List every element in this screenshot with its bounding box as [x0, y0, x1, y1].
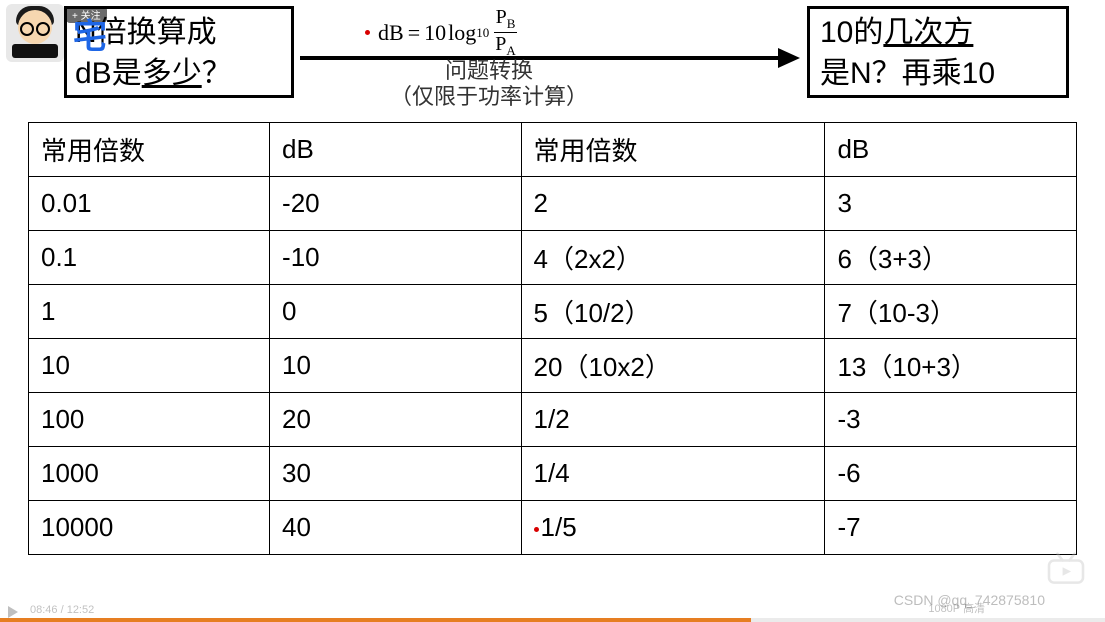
table-cell: 6（3+3）	[825, 231, 1077, 285]
table-row: 0.01-2023	[29, 177, 1077, 231]
left-box-line1: N倍换算成	[75, 13, 283, 54]
caption-line1: 问题转换	[390, 58, 588, 84]
table-cell: 2	[521, 177, 825, 231]
table-cell: -7	[825, 501, 1077, 555]
left-line2-suffix: ？	[202, 57, 232, 90]
arrow-caption: 问题转换 （仅限于功率计算）	[390, 58, 588, 111]
question-box-left: 宅 N倍换算成 dB是多少？	[64, 6, 294, 98]
formula-coeff: 10	[424, 20, 446, 46]
left-line2-underlined: 多少	[142, 57, 202, 90]
th-2: 常用倍数	[521, 123, 825, 177]
th-3: dB	[825, 123, 1077, 177]
table-cell: 0	[270, 285, 522, 339]
table-cell: 10000	[29, 501, 270, 555]
caption-line2: （仅限于功率计算）	[390, 84, 588, 110]
right-line1-underlined: 几次方	[883, 16, 973, 49]
left-line2-prefix: dB是	[75, 57, 142, 90]
table-cell: 10	[29, 339, 270, 393]
formula-log-base: 10	[476, 25, 489, 41]
avatar[interactable]	[6, 4, 64, 62]
formula-lhs: dB	[378, 20, 404, 46]
video-progress-filled	[0, 618, 751, 622]
video-quality[interactable]: 1080P 高清	[928, 600, 985, 616]
table-cell: 20（10x2）	[521, 339, 825, 393]
table-cell: 5（10/2）	[521, 285, 825, 339]
avatar-device	[12, 44, 58, 58]
table-cell: 20	[270, 393, 522, 447]
table-row: 101020（10x2）13（10+3）	[29, 339, 1077, 393]
table-cell: 10	[270, 339, 522, 393]
table-row: 1000301/4-6	[29, 447, 1077, 501]
header-region: + 关注 宅 N倍换算成 dB是多少？ dB = 10 log10 PB PA …	[0, 0, 1105, 115]
conversion-table-wrap: 常用倍数 dB 常用倍数 dB 0.01-20230.1-104（2x2）6（3…	[28, 122, 1077, 555]
table-row: 105（10/2）7（10-3）	[29, 285, 1077, 339]
conversion-table: 常用倍数 dB 常用倍数 dB 0.01-20230.1-104（2x2）6（3…	[28, 122, 1077, 555]
formula-numerator: PB	[494, 6, 518, 33]
table-cell: 13（10+3）	[825, 339, 1077, 393]
table-cell: 1000	[29, 447, 270, 501]
bullet-icon	[365, 30, 370, 35]
table-cell: 4（2x2）	[521, 231, 825, 285]
table-cell: 40	[270, 501, 522, 555]
bilibili-tv-icon[interactable]	[1045, 552, 1087, 586]
formula-log: log	[448, 20, 476, 46]
table-cell: 30	[270, 447, 522, 501]
right-box-line1: 10的几次方	[820, 13, 1056, 54]
table-cell: -10	[270, 231, 522, 285]
table-cell: 100	[29, 393, 270, 447]
right-line1-prefix: 10的	[820, 16, 883, 49]
table-cell: -6	[825, 447, 1077, 501]
formula-eq: =	[408, 20, 420, 46]
table-cell: 1/5	[521, 501, 825, 555]
table-cell: 0.01	[29, 177, 270, 231]
table-cell: 1/2	[521, 393, 825, 447]
avatar-glasses-icon	[20, 22, 50, 32]
question-box-right: 10的几次方 是N？再乘10	[807, 6, 1069, 98]
table-cell: 1	[29, 285, 270, 339]
table-header-row: 常用倍数 dB 常用倍数 dB	[29, 123, 1077, 177]
th-1: dB	[270, 123, 522, 177]
red-dot-icon	[534, 527, 539, 532]
table-row: 0.1-104（2x2）6（3+3）	[29, 231, 1077, 285]
left-box-line2: dB是多少？	[75, 54, 283, 95]
table-body: 0.01-20230.1-104（2x2）6（3+3）105（10/2）7（10…	[29, 177, 1077, 555]
video-progress[interactable]	[0, 618, 1105, 622]
table-row: 10000401/5-7	[29, 501, 1077, 555]
arrow-head-icon	[778, 48, 800, 68]
table-cell: 1/4	[521, 447, 825, 501]
table-cell: -3	[825, 393, 1077, 447]
video-time: 08:46 / 12:52	[30, 604, 94, 616]
right-box-line2: 是N？再乘10	[820, 54, 1056, 95]
table-cell: -20	[270, 177, 522, 231]
table-cell: 0.1	[29, 231, 270, 285]
table-row: 100201/2-3	[29, 393, 1077, 447]
th-0: 常用倍数	[29, 123, 270, 177]
table-cell: 7（10-3）	[825, 285, 1077, 339]
table-cell: 3	[825, 177, 1077, 231]
play-icon[interactable]	[8, 606, 18, 618]
